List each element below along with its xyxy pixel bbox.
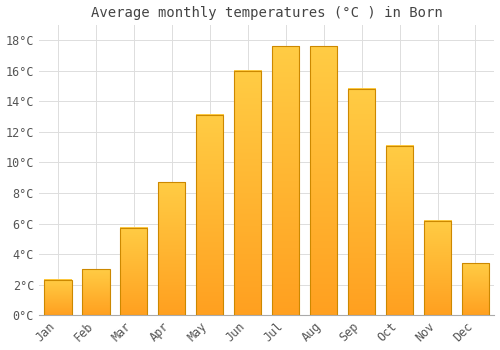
- Bar: [82, 270, 110, 315]
- Bar: [234, 71, 262, 315]
- Bar: [386, 146, 413, 315]
- Title: Average monthly temperatures (°C ) in Born: Average monthly temperatures (°C ) in Bo…: [91, 6, 443, 20]
- Bar: [44, 280, 72, 315]
- Bar: [120, 228, 148, 315]
- Bar: [310, 46, 338, 315]
- Bar: [348, 89, 375, 315]
- Bar: [272, 46, 299, 315]
- Bar: [196, 115, 224, 315]
- Bar: [462, 263, 489, 315]
- Bar: [424, 220, 451, 315]
- Bar: [158, 182, 186, 315]
